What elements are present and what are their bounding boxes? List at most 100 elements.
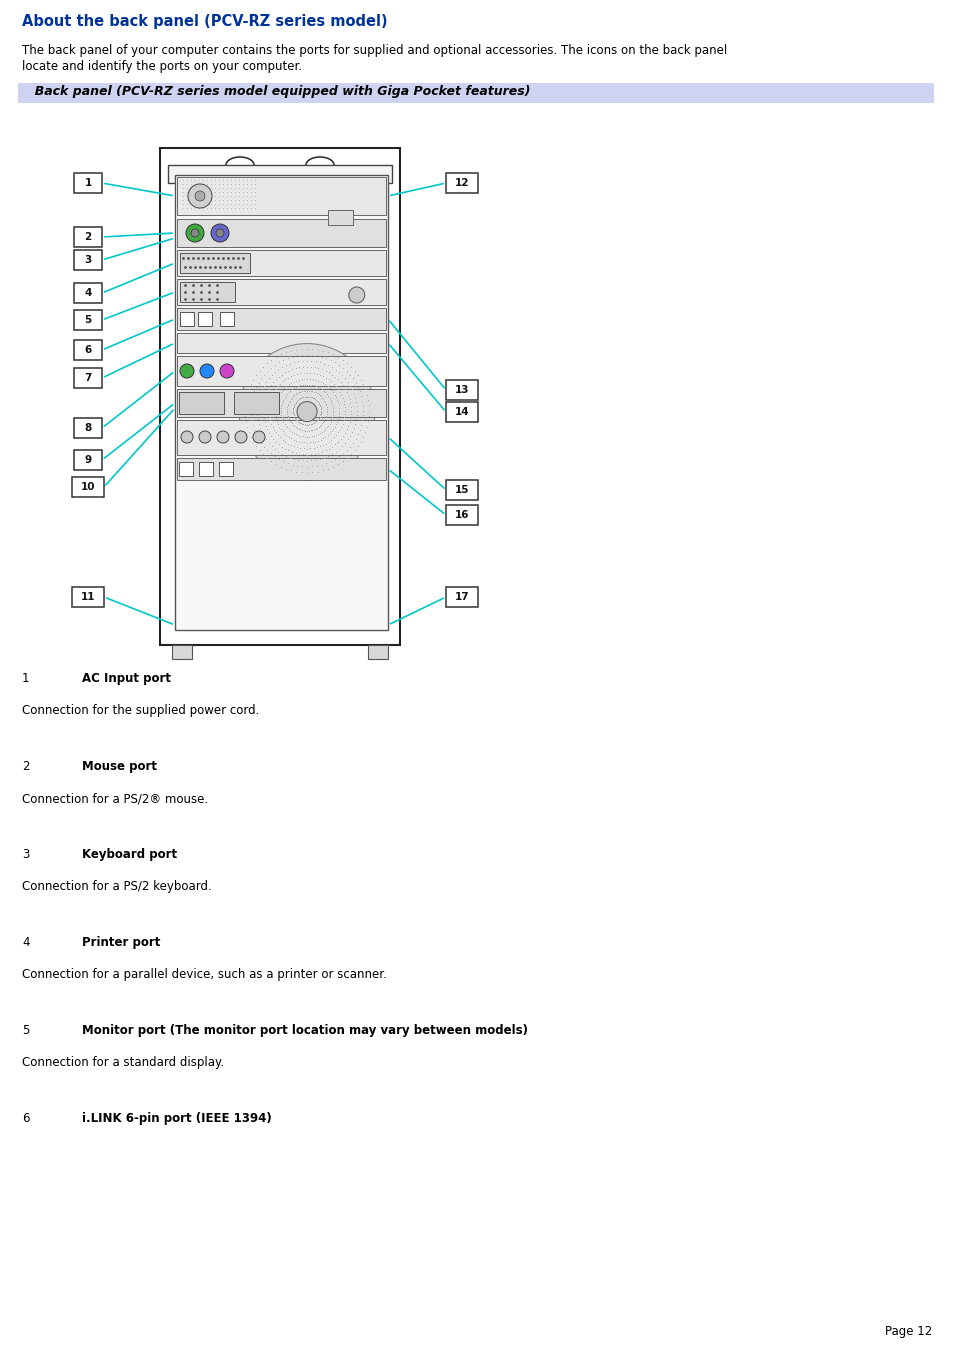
Circle shape (253, 431, 265, 443)
Bar (177, 250, 386, 276)
Text: 5: 5 (84, 315, 91, 326)
Text: 3: 3 (22, 848, 30, 861)
Bar (74, 250, 102, 270)
Circle shape (296, 401, 316, 422)
Bar (174, 176, 388, 630)
Text: 2: 2 (84, 232, 91, 242)
Bar (179, 462, 193, 476)
Circle shape (239, 343, 375, 480)
Bar (220, 312, 233, 326)
Bar (368, 644, 388, 659)
Circle shape (181, 431, 193, 443)
Bar (168, 165, 392, 182)
Circle shape (194, 190, 205, 201)
Text: 4: 4 (22, 936, 30, 948)
Bar (177, 389, 386, 417)
Text: 13: 13 (455, 385, 469, 394)
Bar (172, 644, 192, 659)
Bar (74, 450, 102, 470)
Bar (446, 403, 477, 422)
Text: Page 12: Page 12 (883, 1325, 931, 1337)
Circle shape (199, 431, 211, 443)
Text: Connection for the supplied power cord.: Connection for the supplied power cord. (22, 704, 259, 717)
Text: About the back panel (PCV-RZ series model): About the back panel (PCV-RZ series mode… (22, 14, 387, 28)
Bar (74, 173, 102, 193)
Text: Connection for a PS/2® mouse.: Connection for a PS/2® mouse. (22, 792, 208, 805)
Text: 15: 15 (455, 485, 469, 494)
Bar (74, 227, 102, 247)
Bar (74, 367, 102, 388)
Text: 14: 14 (455, 407, 469, 417)
Bar (198, 312, 212, 326)
Text: Connection for a standard display.: Connection for a standard display. (22, 1056, 224, 1069)
Bar (177, 280, 386, 305)
Text: Keyboard port: Keyboard port (82, 848, 177, 861)
Text: 10: 10 (81, 482, 95, 492)
Text: i.LINK 6-pin port (IEEE 1394): i.LINK 6-pin port (IEEE 1394) (82, 1112, 272, 1125)
Text: Connection for a parallel device, such as a printer or scanner.: Connection for a parallel device, such a… (22, 969, 387, 981)
Circle shape (186, 224, 204, 242)
Text: 11: 11 (81, 592, 95, 603)
Text: Printer port: Printer port (82, 936, 160, 948)
Bar (199, 462, 213, 476)
Circle shape (234, 431, 247, 443)
Circle shape (216, 431, 229, 443)
Text: 6: 6 (84, 345, 91, 355)
Text: 5: 5 (22, 1024, 30, 1038)
Text: 7: 7 (84, 373, 91, 382)
Bar (74, 309, 102, 330)
Circle shape (180, 363, 193, 378)
Circle shape (200, 363, 213, 378)
Text: Connection for a PS/2 keyboard.: Connection for a PS/2 keyboard. (22, 880, 212, 893)
Bar (219, 462, 233, 476)
Bar (180, 282, 234, 303)
Text: Back panel (PCV-RZ series model equipped with Giga Pocket features): Back panel (PCV-RZ series model equipped… (26, 85, 530, 99)
Bar (71, 586, 104, 607)
Bar (160, 149, 399, 644)
Bar (71, 477, 104, 497)
Text: Mouse port: Mouse port (82, 761, 157, 773)
Circle shape (220, 363, 233, 378)
Text: 16: 16 (455, 509, 469, 520)
Text: Monitor port (The monitor port location may vary between models): Monitor port (The monitor port location … (82, 1024, 527, 1038)
Text: 9: 9 (85, 455, 91, 465)
Text: 4: 4 (84, 288, 91, 299)
Bar (177, 219, 386, 247)
Bar (446, 380, 477, 400)
Circle shape (188, 184, 212, 208)
Text: 17: 17 (455, 592, 469, 603)
Circle shape (211, 224, 229, 242)
Text: 3: 3 (84, 255, 91, 265)
Bar (446, 173, 477, 193)
Bar (177, 357, 386, 386)
Bar (180, 253, 250, 273)
Text: 1: 1 (84, 178, 91, 188)
Bar (179, 392, 224, 413)
Text: The back panel of your computer contains the ports for supplied and optional acc: The back panel of your computer contains… (22, 45, 726, 57)
Bar (328, 209, 353, 226)
Bar (233, 392, 278, 413)
Text: 6: 6 (22, 1112, 30, 1125)
Bar (446, 586, 477, 607)
Text: 12: 12 (455, 178, 469, 188)
Circle shape (215, 230, 224, 236)
Bar (74, 340, 102, 359)
Text: 8: 8 (84, 423, 91, 434)
Circle shape (191, 230, 199, 236)
Bar (74, 417, 102, 438)
Text: locate and identify the ports on your computer.: locate and identify the ports on your co… (22, 59, 302, 73)
Bar (18, 82, 933, 103)
Bar (177, 332, 386, 353)
Bar (446, 505, 477, 526)
Bar (446, 480, 477, 500)
Text: 2: 2 (22, 761, 30, 773)
Bar (177, 177, 386, 215)
Text: 1: 1 (22, 671, 30, 685)
Bar (177, 420, 386, 455)
Text: AC Input port: AC Input port (82, 671, 171, 685)
Bar (177, 308, 386, 330)
Circle shape (349, 286, 364, 303)
Bar (180, 312, 193, 326)
Bar (74, 282, 102, 303)
Bar (177, 458, 386, 480)
